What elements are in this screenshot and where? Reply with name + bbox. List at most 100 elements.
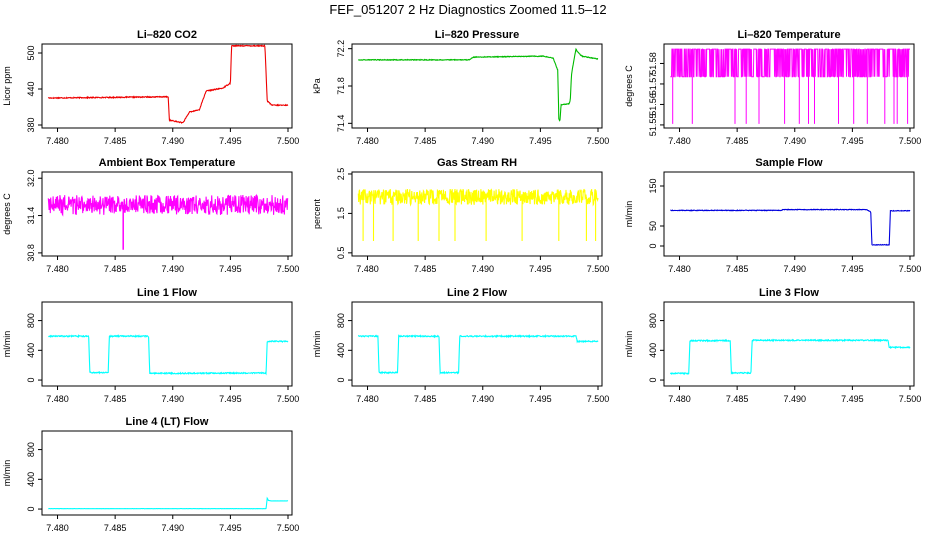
chart-title: Sample Flow: [755, 157, 823, 169]
y-tick-label: 2.5: [336, 168, 346, 181]
x-tick-label: 7.485: [414, 394, 437, 404]
x-tick-label: 7.485: [414, 136, 437, 146]
x-tick-label: 7.500: [277, 136, 300, 146]
x-tick-label: 7.495: [219, 136, 242, 146]
x-tick-label: 7.500: [587, 394, 610, 404]
series-group: [48, 334, 289, 376]
series-group: [47, 193, 289, 250]
x-tick-label: 7.495: [841, 264, 864, 274]
y-axis-label: ml/min: [624, 201, 634, 228]
x-tick-label: 7.485: [104, 264, 127, 274]
plot-frame: [41, 171, 293, 257]
x-tick-label: 7.490: [161, 523, 184, 533]
y-tick-label: 0: [336, 378, 346, 383]
plot-frame: [663, 301, 915, 387]
x-tick-label: 7.500: [277, 523, 300, 533]
y-tick-label: 800: [648, 313, 658, 328]
series-line: [357, 333, 599, 375]
y-tick-label: 0: [648, 243, 658, 248]
plot-frame: [351, 171, 603, 257]
y-tick-label: 51.56: [648, 93, 658, 116]
x-tick-label: 7.485: [726, 264, 749, 274]
chart-panel: Line 2 Flow ml/min 7.480 7.485 7.490 7.495 7.5…: [312, 287, 609, 404]
chart-panel: Li–820 Temperature degrees C 7.480 7.485 7.4…: [624, 29, 921, 146]
chart-panel: Line 1 Flow ml/min 7.480 7.485 7.490 7.495 7.5…: [2, 287, 299, 404]
x-tick-label: 7.495: [529, 394, 552, 404]
y-tick-label: 400: [26, 472, 36, 487]
x-tick-label: 7.490: [471, 394, 494, 404]
plot-frame: [41, 430, 293, 516]
y-tick-label: 31.4: [26, 207, 36, 225]
x-tick-label: 7.495: [841, 394, 864, 404]
series-group: [48, 496, 289, 510]
series-group: [357, 333, 599, 375]
series-line: [48, 334, 289, 376]
x-tick-label: 7.490: [161, 394, 184, 404]
y-tick-label: 800: [26, 442, 36, 457]
y-tick-label: 400: [26, 343, 36, 358]
y-tick-label: 0.5: [336, 247, 346, 260]
y-tick-label: 51.57: [648, 73, 658, 96]
plot-frame: [663, 171, 915, 257]
series-group: [670, 208, 911, 246]
page-title: FEF_051207 2 Hz Diagnostics Zoomed 11.5–…: [329, 2, 607, 17]
x-tick-label: 7.485: [726, 136, 749, 146]
y-tick-label: 380: [26, 117, 36, 132]
x-tick-label: 7.500: [899, 264, 922, 274]
series-group: [357, 47, 599, 122]
y-axis-label: degrees C: [624, 65, 634, 107]
y-axis-label: ml/min: [2, 331, 12, 358]
x-tick-label: 7.495: [529, 136, 552, 146]
chart-title: Li–820 CO2: [137, 29, 197, 41]
x-tick-label: 7.480: [46, 394, 69, 404]
y-tick-label: 800: [336, 313, 346, 328]
y-tick-label: 0: [26, 378, 36, 383]
x-tick-label: 7.480: [46, 136, 69, 146]
x-tick-label: 7.485: [104, 523, 127, 533]
chart-panel: Line 4 (LT) Flow ml/min 7.480 7.485 7.490 7.4…: [2, 416, 299, 533]
x-tick-label: 7.500: [277, 394, 300, 404]
series-group: [357, 188, 599, 241]
x-tick-label: 7.500: [587, 136, 610, 146]
y-tick-label: 0: [648, 378, 658, 383]
y-tick-label: 800: [26, 313, 36, 328]
y-tick-label: 150: [648, 178, 658, 193]
series-line: [47, 193, 289, 250]
chart-title: Ambient Box Temperature: [99, 157, 236, 169]
chart-title: Gas Stream RH: [437, 157, 517, 169]
chart-title: Line 3 Flow: [759, 287, 819, 299]
x-tick-label: 7.490: [783, 264, 806, 274]
y-tick-label: 32.0: [26, 169, 36, 187]
y-tick-label: 400: [336, 343, 346, 358]
series-line: [47, 44, 289, 124]
y-tick-label: 71.4: [336, 115, 346, 133]
series-line: [357, 188, 599, 241]
plot-frame: [41, 301, 293, 387]
chart-panel: Line 3 Flow ml/min 7.480 7.485 7.490 7.495 7.5…: [624, 287, 921, 404]
chart-panel: Gas Stream RH percent 7.480 7.485 7.490 7.495…: [312, 157, 609, 274]
y-tick-label: 1.5: [336, 207, 346, 220]
chart-title: Line 1 Flow: [137, 287, 197, 299]
x-tick-label: 7.500: [899, 394, 922, 404]
x-tick-label: 7.495: [219, 394, 242, 404]
y-axis-label: ml/min: [624, 331, 634, 358]
x-tick-label: 7.480: [668, 264, 691, 274]
x-tick-label: 7.490: [161, 136, 184, 146]
y-axis-label: ml/min: [312, 331, 322, 358]
chart-title: Line 2 Flow: [447, 287, 507, 299]
x-tick-label: 7.500: [899, 136, 922, 146]
y-tick-label: 51.58: [648, 52, 658, 75]
y-tick-label: 440: [26, 81, 36, 96]
y-axis-label: percent: [312, 198, 322, 229]
series-line: [670, 208, 911, 246]
y-tick-label: 30.8: [26, 244, 36, 262]
y-axis-label: Licor ppm: [2, 66, 12, 106]
plot-frame: [663, 43, 915, 129]
x-tick-label: 7.480: [356, 136, 379, 146]
y-tick-label: 50: [648, 221, 658, 231]
x-tick-label: 7.485: [104, 394, 127, 404]
x-tick-label: 7.490: [161, 264, 184, 274]
series-group: [47, 44, 289, 124]
y-tick-label: 72.2: [336, 40, 346, 58]
